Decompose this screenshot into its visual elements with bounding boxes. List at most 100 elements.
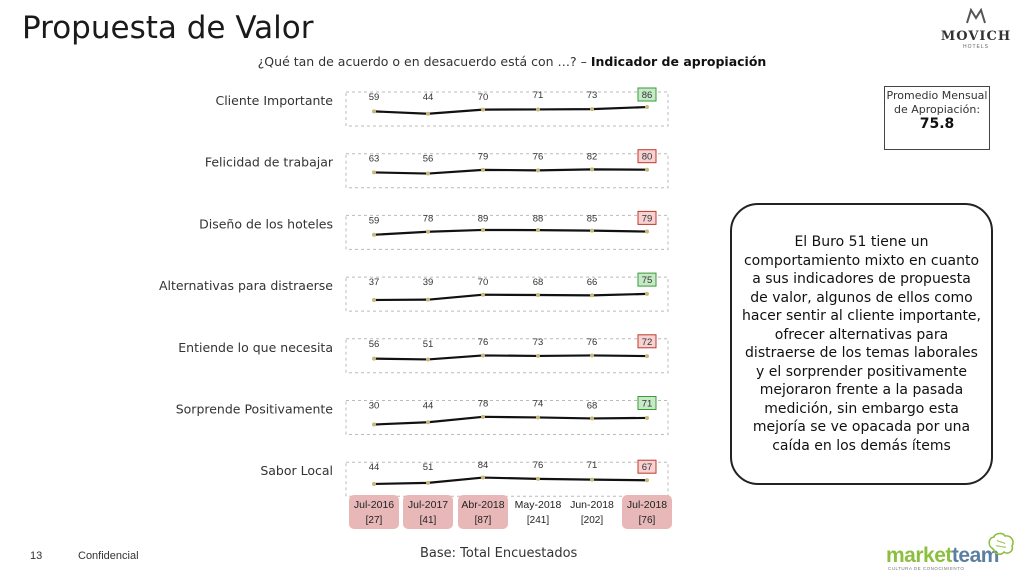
data-point [372,170,376,175]
data-point [372,481,376,486]
period-highlight [403,495,453,529]
period-label: Jul-2017 [408,499,448,511]
data-label: 76 [533,152,544,163]
period-highlight [622,495,672,529]
period-sample: [241] [527,515,549,526]
data-point [536,415,540,420]
data-label: 75 [642,275,653,286]
period-highlight [349,495,399,529]
data-label: 74 [533,399,544,410]
data-point [645,478,649,483]
series-line [373,168,648,175]
data-point [481,292,485,297]
data-point [372,109,376,114]
data-label: 88 [533,213,544,224]
period-label: May-2018 [515,499,562,511]
data-point [426,420,430,425]
base-note: Base: Total Encuestados [420,546,578,561]
data-point [590,416,594,421]
series-4: Alternativas para distraerse 37 39 70 68 66 75 [159,272,669,312]
period-sample: [27] [366,515,383,526]
data-label: 82 [587,152,598,163]
data-label: 72 [642,337,653,348]
period-sample: [202] [581,515,603,526]
subtitle-indicator: Indicador de apropiación [590,54,767,69]
series-band [345,338,669,374]
data-point [590,477,594,482]
period-label: Jul-2018 [627,499,667,511]
movich-logo: MOVICH HOTELS [940,7,1012,50]
period-highlight [458,495,508,529]
data-point [536,353,540,358]
marketteam-logo-text: marketteam [886,544,999,568]
series-line [373,228,648,236]
data-point [645,167,649,172]
insight-callout: El Buro 51 tiene un comportamiento mixto… [730,203,993,485]
movich-logo-sub: HOTELS [962,44,989,50]
data-point [645,291,649,296]
data-point [426,480,430,485]
data-label: 66 [587,277,598,288]
data-point [426,111,430,116]
data-label: 79 [478,152,489,163]
data-point [536,228,540,233]
data-label: 73 [587,90,598,101]
data-point [372,297,376,302]
data-label: 39 [423,277,434,288]
series-label: Entiende lo que necesita [178,340,333,355]
data-label: 51 [423,339,434,350]
series-band [345,214,669,250]
data-label: 76 [533,460,544,471]
series-label: Sorprende Positivamente [176,402,334,417]
data-label: 63 [369,154,380,165]
data-point [590,228,594,233]
data-label: 71 [587,460,598,471]
period-sample: [41] [420,515,437,526]
series-band [345,91,669,127]
data-label: 78 [478,399,489,410]
data-label: 44 [369,462,380,473]
series-line [373,415,648,426]
data-label: 78 [423,213,434,224]
series-line [373,292,648,302]
series-label: Sabor Local [260,463,333,478]
data-label: 80 [642,152,653,163]
data-label: 76 [587,337,598,348]
last-value-box [637,87,657,102]
period-label: Abr-2018 [461,499,504,511]
confidential-label: Confidencial [78,550,139,562]
data-label: 76 [478,337,489,348]
period-label: Jul-2016 [354,499,394,511]
data-point [536,107,540,112]
last-value-box [637,149,657,164]
data-point [590,293,594,298]
data-point [372,232,376,237]
period-sample: [76] [639,515,656,526]
data-label: 79 [642,213,653,224]
data-point [536,476,540,481]
page-title: Propuesta de Valor [22,10,314,46]
data-point [645,105,649,110]
series-5: Entiende lo que necesita 56 51 76 73 76 72 [178,334,669,374]
series-label: Cliente Importante [215,93,333,108]
period-axis: Jul-2016 [27] Jul-2017 [41] Abr-2018 [87] May-… [349,495,672,529]
series-band [345,276,669,312]
data-label: 89 [478,213,489,224]
data-label: 56 [369,339,380,350]
period-sample: [87] [475,515,492,526]
data-label: 37 [369,277,380,288]
data-point [645,415,649,420]
data-point [372,422,376,427]
page-subtitle: ¿Qué tan de acuerdo o en desacuerdo está… [0,54,1024,69]
series-label: Alternativas para distraerse [159,278,333,293]
series-line [373,476,648,486]
data-label: 30 [369,401,380,412]
data-point [481,353,485,358]
data-point [481,414,485,419]
last-value-box [637,272,657,287]
data-label: 56 [423,154,434,165]
data-point [426,229,430,234]
data-label: 71 [533,90,544,101]
series-1: Cliente Importante 59 44 70 71 73 86 [215,87,669,127]
